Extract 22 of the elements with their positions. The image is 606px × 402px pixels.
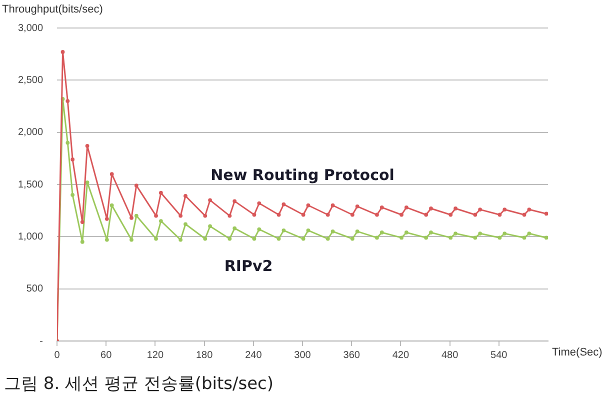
y-tick-label: 1,500 (18, 179, 44, 190)
y-tick-label: 3,000 (18, 22, 44, 34)
x-tick-label: 240 (245, 350, 262, 361)
y-tick-label: 500 (26, 284, 44, 295)
x-tick-label: 120 (146, 350, 164, 361)
x-tick-label: 360 (343, 350, 360, 361)
series-label: New Routing Protocol (210, 166, 394, 184)
series-label: RIPv2 (224, 257, 273, 276)
text: 그림 8. 세션 평균 전송률(bits/sec) (4, 373, 274, 395)
x-tick-label: 60 (100, 350, 112, 361)
y-tick-label: 2,000 (18, 127, 44, 138)
x-axis-title: Time(Sec) (552, 346, 602, 359)
x-tick-label: 420 (392, 350, 410, 361)
x-tick-label: 300 (294, 350, 312, 361)
x-tick-label: 540 (490, 350, 508, 361)
x-tick-label: 180 (196, 350, 214, 361)
x-tick-label: 0 (54, 350, 60, 361)
x-tick-label: 480 (441, 350, 459, 361)
y-axis-title: Throughput(bits/sec) (2, 4, 103, 16)
y-tick-label: 2,500 (18, 74, 44, 86)
y-tick-label: - (40, 336, 44, 347)
y-tick-label: 1,000 (18, 231, 44, 242)
